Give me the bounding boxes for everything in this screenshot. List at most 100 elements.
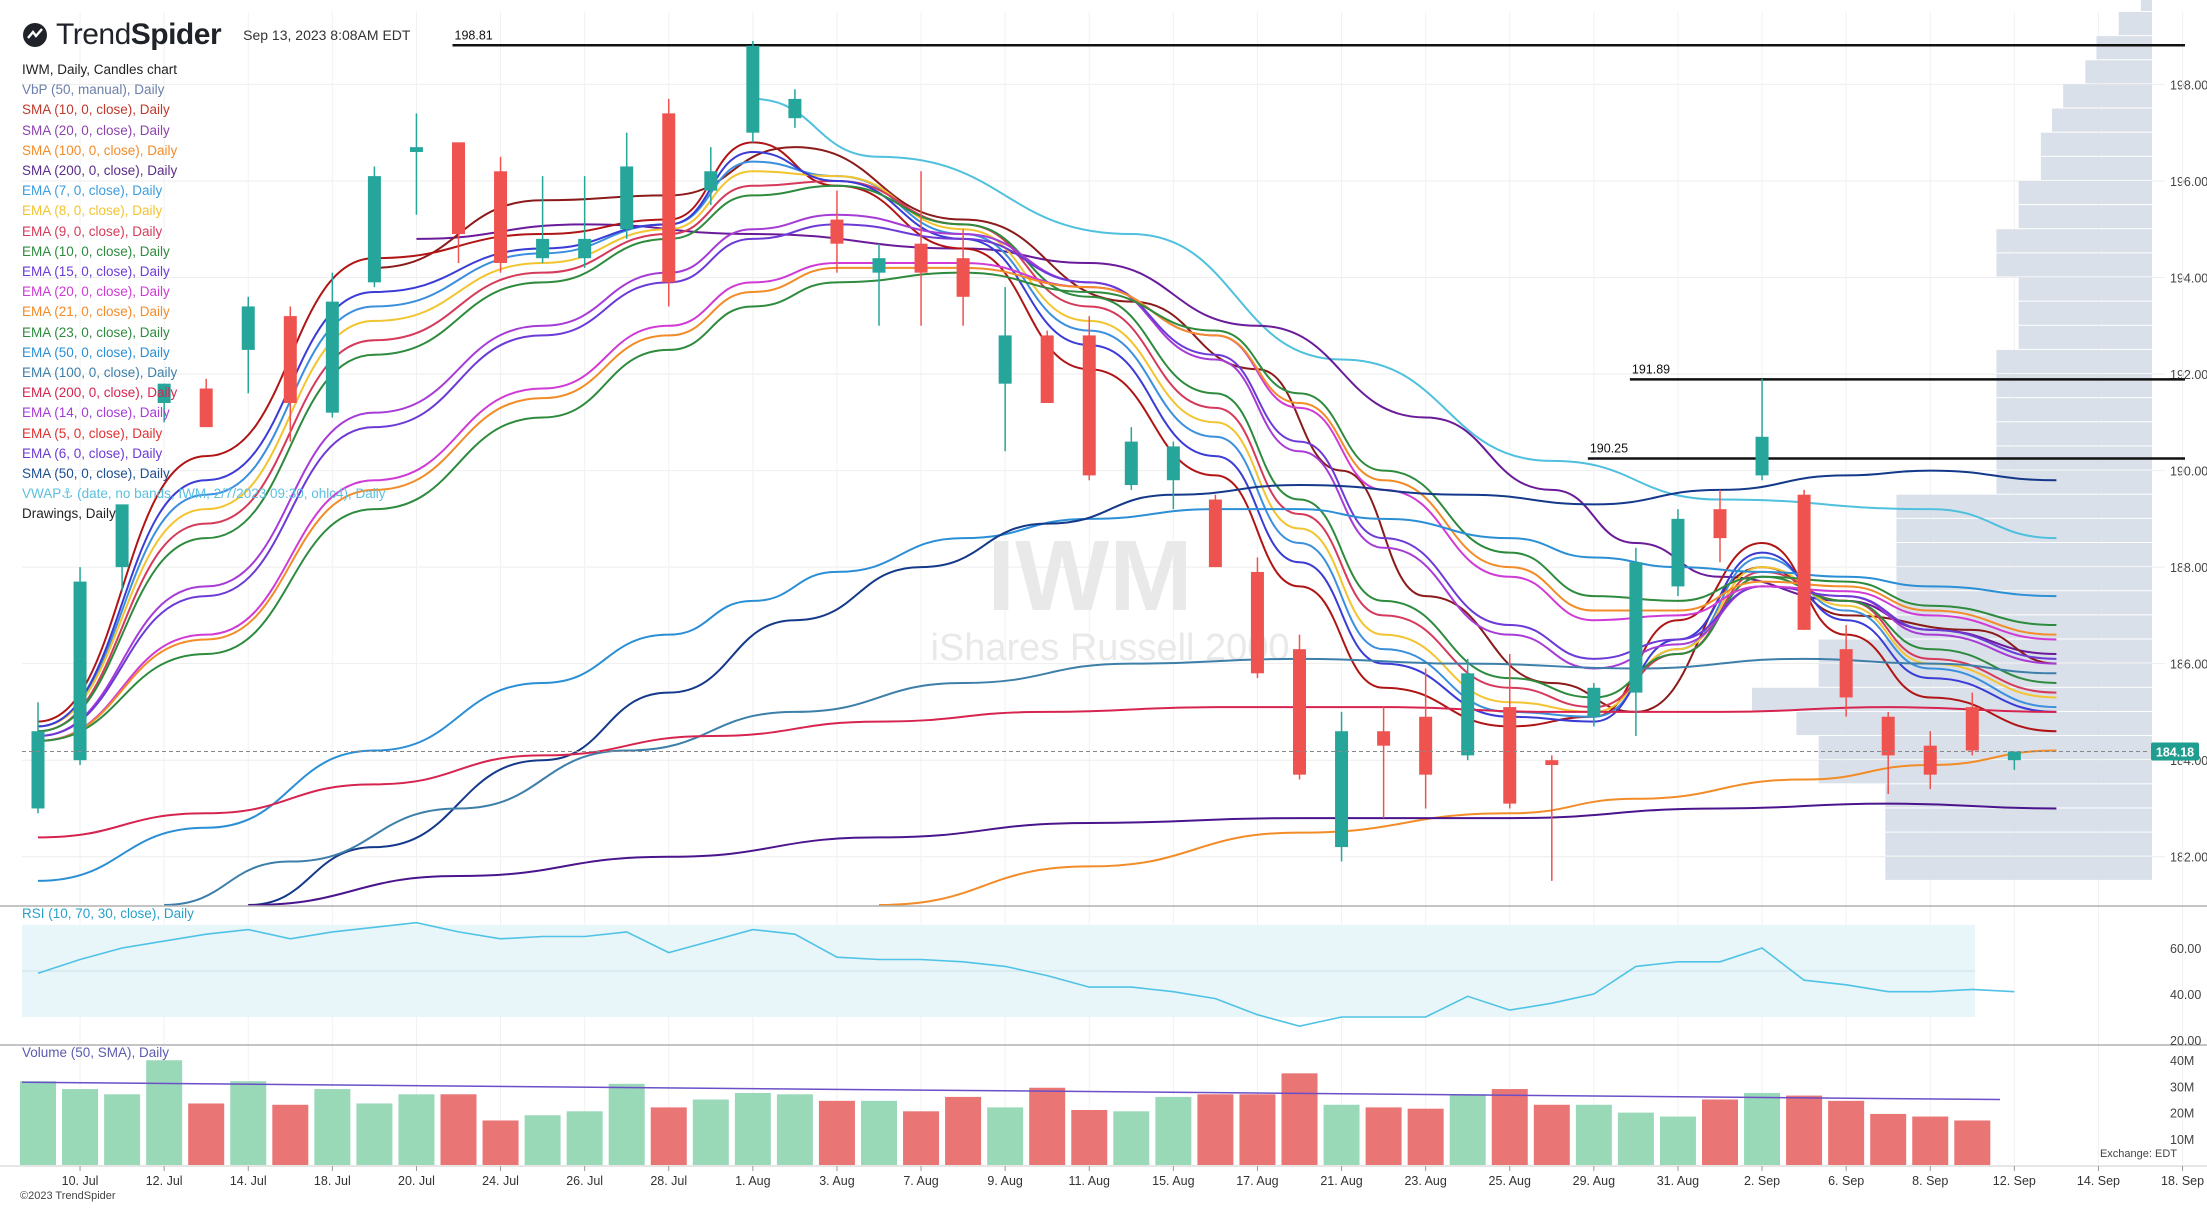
volume-bar: [1491, 1089, 1528, 1165]
volume-bar: [608, 1083, 645, 1165]
volume-bar: [818, 1100, 855, 1165]
vbp-bar: [1885, 808, 2152, 832]
rsi-tick: 60.00: [2170, 942, 2201, 956]
volume-bar: [987, 1107, 1024, 1165]
legend-item[interactable]: EMA (15, 0, close), Daily: [22, 264, 170, 280]
volume-bar: [1071, 1110, 1108, 1165]
legend-item[interactable]: EMA (21, 0, close), Daily: [22, 304, 170, 320]
x-tick-label: 25. Aug: [1489, 1174, 1531, 1188]
x-tick-label: 31. Aug: [1657, 1174, 1699, 1188]
vbp-bar: [2018, 205, 2152, 229]
candle: [872, 258, 886, 273]
x-tick-label: 12. Jul: [146, 1174, 183, 1188]
legend-item[interactable]: SMA (100, 0, close), Daily: [22, 142, 178, 158]
candle: [1335, 731, 1349, 848]
indicator-line: [37, 179, 2057, 733]
watermark-symbol: IWM: [987, 520, 1192, 632]
candle: [1419, 716, 1433, 775]
legend-item[interactable]: EMA (9, 0, close), Daily: [22, 223, 163, 239]
vbp-bar: [2096, 36, 2152, 60]
candle: [1040, 335, 1054, 403]
x-tick-label: 26. Jul: [566, 1174, 603, 1188]
legend-item[interactable]: EMA (23, 0, close), Daily: [22, 324, 170, 340]
price-tick: 190.00: [2170, 465, 2207, 479]
volume-bar: [1786, 1095, 1823, 1165]
watermark-name: iShares Russell 2000: [930, 627, 1289, 669]
candle: [31, 731, 45, 809]
volume-bar: [1533, 1104, 1570, 1165]
vbp-bar: [1885, 832, 2152, 856]
legend-item[interactable]: EMA (20, 0, close), Daily: [22, 284, 170, 300]
vbp-bar: [1996, 422, 2152, 446]
legend-item[interactable]: EMA (8, 0, close), Daily: [22, 203, 163, 219]
candle: [325, 301, 339, 413]
legend-item[interactable]: VbP (50, manual), Daily: [22, 82, 165, 98]
candle: [1166, 446, 1180, 481]
rsi-label[interactable]: RSI (10, 70, 30, close), Daily: [22, 906, 194, 921]
indicator-line: [37, 223, 2057, 738]
volume-bar: [1365, 1107, 1402, 1165]
candle: [578, 238, 592, 259]
candle: [830, 219, 844, 244]
volume-bar: [566, 1111, 603, 1165]
legend-item[interactable]: EMA (50, 0, close), Daily: [22, 344, 170, 360]
volume-bar: [1239, 1094, 1276, 1165]
x-tick-label: 7. Aug: [903, 1174, 938, 1188]
candle: [1587, 687, 1601, 717]
legend-item[interactable]: EMA (100, 0, close), Daily: [22, 365, 178, 381]
legend-item[interactable]: IWM, Daily, Candles chart: [22, 62, 178, 77]
legend-item[interactable]: VWAP⚓ (date, no bands, IWM, 2/7/2023 09:…: [22, 486, 386, 502]
volume-tick: 10M: [2170, 1133, 2194, 1147]
legend-item[interactable]: EMA (6, 0, close), Daily: [22, 445, 163, 461]
legend-item[interactable]: EMA (5, 0, close), Daily: [22, 425, 163, 441]
volume-bar: [272, 1104, 309, 1165]
x-tick-label: 15. Aug: [1152, 1174, 1194, 1188]
legend-item[interactable]: SMA (200, 0, close), Daily: [22, 163, 178, 179]
x-tick-label: 17. Aug: [1236, 1174, 1278, 1188]
candle: [704, 171, 718, 191]
vbp-bar: [2018, 325, 2152, 349]
candle: [115, 504, 129, 568]
volume-bar: [692, 1099, 729, 1165]
indicator-line: [37, 266, 2057, 742]
candle: [1965, 707, 1979, 751]
volume-bar: [1828, 1100, 1865, 1165]
candle: [1923, 745, 1937, 775]
indicator-line: [248, 802, 2057, 906]
candle: [914, 243, 928, 273]
volume-bar: [398, 1094, 435, 1165]
legend-item[interactable]: SMA (10, 0, close), Daily: [22, 102, 170, 118]
indicator-line: [752, 97, 2057, 540]
volume-bar: [20, 1081, 56, 1165]
legend-item[interactable]: EMA (10, 0, close), Daily: [22, 243, 170, 259]
x-tick-label: 18. Jul: [314, 1174, 351, 1188]
candle: [662, 113, 676, 283]
candle: [1881, 716, 1895, 756]
vbp-bar: [1896, 542, 2152, 567]
volume-sma: [21, 1081, 2001, 1101]
candle: [536, 238, 550, 259]
volume-bar: [482, 1120, 519, 1165]
price-tick: 182.00: [2170, 851, 2207, 865]
candle: [2007, 751, 2021, 761]
volume-bar: [62, 1089, 99, 1165]
rsi-tick: 20.00: [2170, 1034, 2201, 1048]
vbp-bar: [1896, 591, 2152, 615]
legend-item[interactable]: EMA (7, 0, close), Daily: [22, 183, 163, 199]
legend-item[interactable]: EMA (200, 0, close), Daily: [22, 385, 178, 401]
rsi-line: [37, 921, 2015, 1028]
vbp-bar: [1996, 253, 2152, 277]
candle: [1755, 436, 1769, 476]
legend-item[interactable]: Drawings, Daily: [22, 506, 116, 522]
volume-bar: [1113, 1111, 1150, 1165]
candle: [367, 176, 381, 283]
indicator-line: [37, 170, 2057, 728]
legend-item[interactable]: EMA (14, 0, close), Daily: [22, 405, 170, 421]
legend-item[interactable]: SMA (20, 0, close), Daily: [22, 122, 170, 138]
volume-label[interactable]: Volume (50, SMA), Daily: [22, 1045, 170, 1060]
legend-item[interactable]: SMA (50, 0, close), Daily: [22, 466, 170, 482]
vbp-bar: [1818, 663, 2152, 687]
vbp-bar: [2018, 180, 2152, 205]
brand-name: TrendSpider: [56, 18, 222, 51]
